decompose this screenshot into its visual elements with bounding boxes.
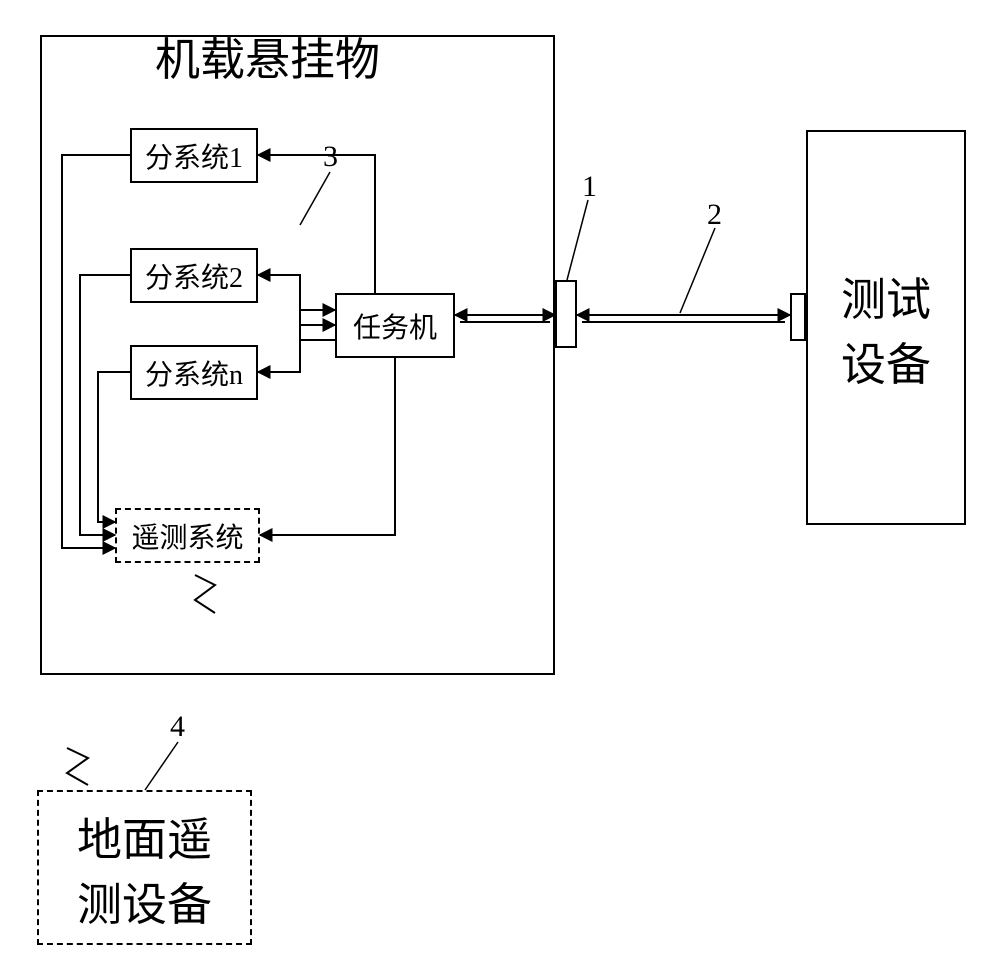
subsystem-1-box: 分系统1 <box>130 128 258 183</box>
marker-3: 3 <box>323 140 338 173</box>
subsystem-n-box: 分系统n <box>130 345 258 400</box>
marker-4: 4 <box>170 710 185 743</box>
task-computer-label: 任务机 <box>353 306 437 346</box>
telemetry-system-box: 遥测系统 <box>115 508 260 563</box>
telemetry-system-label: 遥测系统 <box>131 516 243 556</box>
marker-2: 2 <box>707 198 722 231</box>
subsystem-1-label: 分系统1 <box>145 136 243 176</box>
subsystem-n-label: 分系统n <box>145 353 243 393</box>
ground-telemetry-label: 地面遥 测设备 <box>77 803 212 933</box>
test-equipment-box: 测试 设备 <box>806 130 966 525</box>
airborne-payload-box <box>40 35 555 675</box>
airborne-payload-title: 机载悬挂物 <box>155 36 380 86</box>
subsystem-2-label: 分系统2 <box>145 256 243 296</box>
test-equipment-label: 测试 设备 <box>841 263 931 393</box>
task-computer-box: 任务机 <box>335 293 455 358</box>
interface-test-box <box>790 293 806 341</box>
interface-1-box <box>555 280 577 348</box>
ground-telemetry-box: 地面遥 测设备 <box>37 790 252 945</box>
marker-1: 1 <box>582 170 597 203</box>
subsystem-2-box: 分系统2 <box>130 248 258 303</box>
